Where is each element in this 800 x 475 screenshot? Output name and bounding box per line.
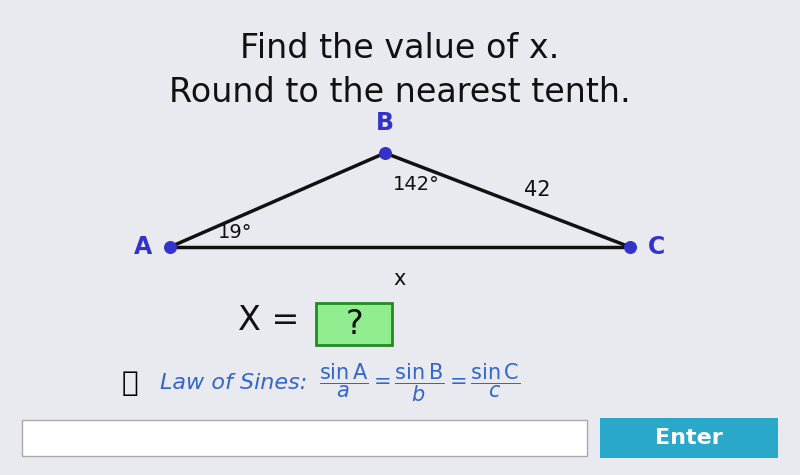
Text: ?: ? (345, 307, 363, 341)
Text: $\dfrac{\mathrm{sin\,A}}{a} = \dfrac{\mathrm{sin\,B}}{b} = \dfrac{\mathrm{sin\,C: $\dfrac{\mathrm{sin\,A}}{a} = \dfrac{\ma… (319, 362, 521, 404)
Text: Enter: Enter (655, 428, 723, 448)
Text: B: B (376, 111, 394, 135)
Text: 42: 42 (524, 180, 550, 200)
Point (378, 149, 391, 157)
FancyBboxPatch shape (316, 303, 392, 345)
Text: C: C (648, 235, 666, 259)
FancyBboxPatch shape (600, 418, 778, 458)
Text: Round to the nearest tenth.: Round to the nearest tenth. (169, 76, 631, 108)
Text: A: A (134, 235, 152, 259)
Text: X =: X = (238, 304, 310, 336)
Point (624, 243, 637, 251)
Text: 142°: 142° (393, 175, 440, 194)
Text: 19°: 19° (218, 224, 253, 243)
Text: 💡: 💡 (122, 369, 138, 397)
Text: Find the value of x.: Find the value of x. (240, 31, 560, 65)
FancyBboxPatch shape (22, 420, 587, 456)
Point (163, 243, 176, 251)
Text: Law of Sines:: Law of Sines: (160, 373, 307, 393)
Text: x: x (394, 269, 406, 289)
